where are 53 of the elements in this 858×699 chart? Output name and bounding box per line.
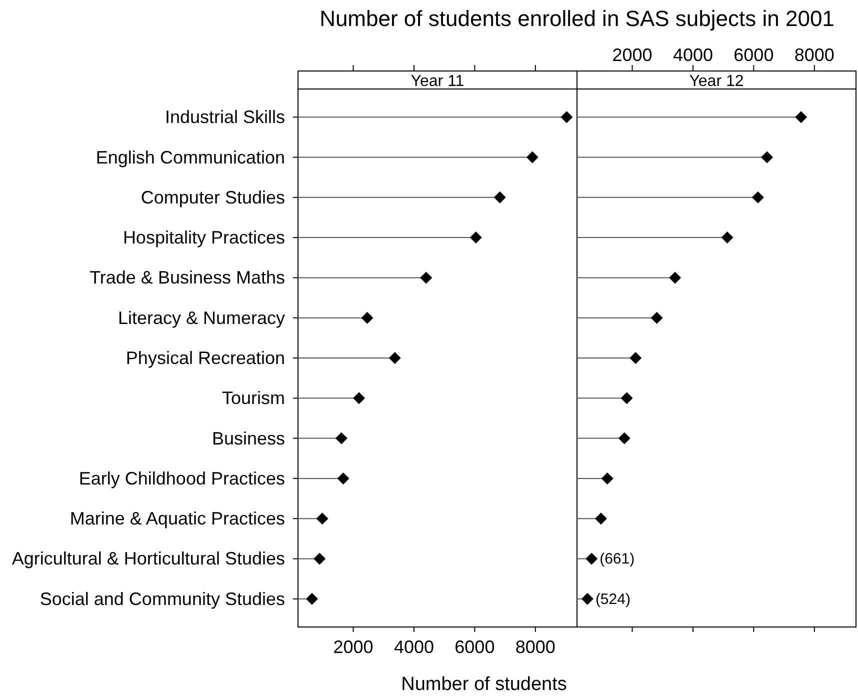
x-tick-label: 4000 [394,637,434,657]
point [361,312,374,324]
y-tick-label: Literacy & Numeracy [118,308,285,328]
y-tick-label: Industrial Skills [164,107,285,128]
x-tick-label: 2000 [612,45,652,65]
x-tick-label: 8000 [794,45,834,65]
chart-title: Number of students enrolled in SAS subjects in 2001 [320,6,834,31]
point [795,111,808,124]
x-tick-label: 6000 [454,637,495,657]
x-axis-title: Number of students [401,674,567,695]
point [586,552,598,565]
point [650,312,663,324]
point [721,232,734,244]
x-tick-label: 2000 [333,637,374,657]
point [337,472,350,484]
point [594,512,607,525]
y-tick-label: Tourism [222,388,285,408]
chart-subtitle: Year 11 [410,73,464,90]
data-label: (661) [600,550,635,568]
y-tick-label: Business [212,428,285,448]
point [420,272,432,284]
point [526,151,538,164]
point [470,232,482,244]
y-tick-label: Hospitality Practices [122,228,285,248]
point [388,352,401,364]
point [630,352,642,364]
y-tick-label: Agricultural & Horticultural Studies [12,548,285,569]
point [314,552,326,565]
point [560,111,573,124]
point [316,512,328,525]
y-tick-label: Early Childhood Practices [78,468,285,488]
y-tick-label: Social and Community Studies [40,588,285,609]
y-tick-label: Computer Studies [140,187,285,208]
point [581,592,594,605]
data-label: (524) [595,590,630,608]
point [494,191,506,204]
point [335,432,348,444]
y-tick-label: Trade & Business Maths [90,268,285,288]
point [620,392,633,404]
point [353,392,366,404]
x-tick-label: 8000 [515,637,556,657]
chart-subtitle: Year 12 [689,73,744,90]
x-tick-label: 6000 [734,45,774,65]
y-tick-label: Marine & Aquatic Practices [70,508,285,529]
point [601,472,614,484]
point [752,191,764,204]
point [669,272,682,284]
y-tick-label: Physical Recreation [126,348,285,368]
x-tick-label: 4000 [672,45,713,65]
point [761,151,774,164]
point [306,592,318,605]
point [618,432,630,444]
y-tick-label: English Communication [96,147,285,168]
